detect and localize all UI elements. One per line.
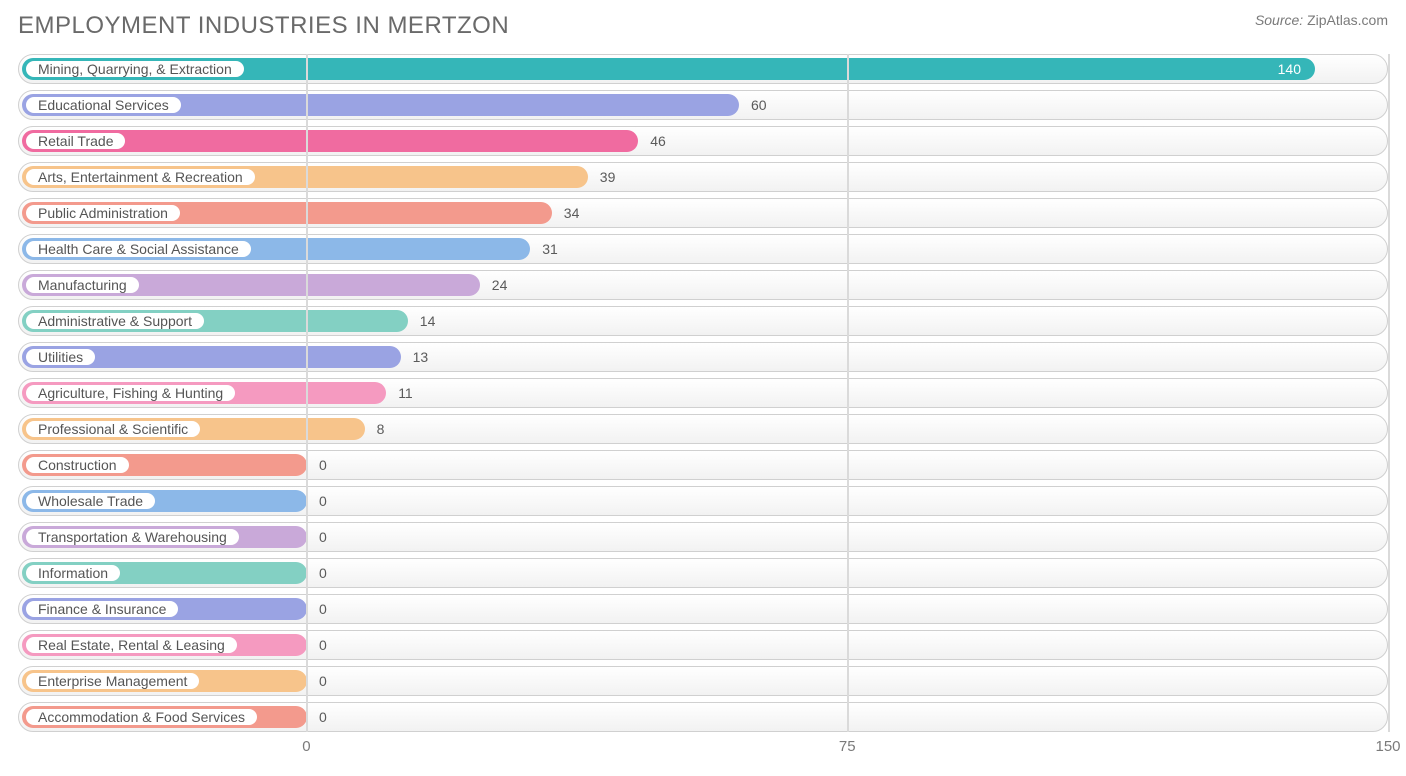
- gridline: [306, 54, 308, 732]
- chart-header: EMPLOYMENT INDUSTRIES IN MERTZON Source:…: [18, 12, 1388, 40]
- bar-track: Retail Trade 46: [18, 126, 1388, 156]
- bar-category-pill: Manufacturing: [26, 277, 139, 293]
- bar-value-label: 0: [319, 565, 327, 581]
- bar-value-label: 14: [420, 313, 436, 329]
- bar-category-pill: Transportation & Warehousing: [26, 529, 239, 545]
- bar-track: Enterprise Management 0: [18, 666, 1388, 696]
- bar-track: Manufacturing 24: [18, 270, 1388, 300]
- bar-track: Accommodation & Food Services 0: [18, 702, 1388, 732]
- bar-track: Wholesale Trade 0: [18, 486, 1388, 516]
- bar-category-pill: Administrative & Support: [26, 313, 204, 329]
- bar-value-label: 0: [319, 709, 327, 725]
- bar-value-label: 0: [319, 673, 327, 689]
- bar-category-pill: Agriculture, Fishing & Hunting: [26, 385, 235, 401]
- bar-track: Professional & Scientific 8: [18, 414, 1388, 444]
- bar-value-label: 0: [319, 601, 327, 617]
- bar-category-pill: Wholesale Trade: [26, 493, 155, 509]
- gridline: [847, 54, 849, 732]
- x-tick: 0: [302, 738, 310, 755]
- bar-track: Finance & Insurance 0: [18, 594, 1388, 624]
- x-tick: 150: [1375, 738, 1400, 755]
- bar-value-label: 39: [600, 169, 616, 185]
- bar-track: Administrative & Support 14: [18, 306, 1388, 336]
- bar-value-label: 8: [377, 421, 385, 437]
- bar-category-pill: Educational Services: [26, 97, 181, 113]
- bar-value-label: 11: [398, 385, 413, 401]
- bar-value-label: 140: [1278, 61, 1301, 77]
- chart-source: Source: ZipAtlas.com: [1255, 12, 1388, 28]
- bar-category-pill: Health Care & Social Assistance: [26, 241, 251, 257]
- chart-bars: Mining, Quarrying, & Extraction140Educat…: [18, 54, 1388, 732]
- bar-value-label: 0: [319, 457, 327, 473]
- bar-category-pill: Information: [26, 565, 120, 581]
- bar-category-pill: Utilities: [26, 349, 95, 365]
- bar-category-pill: Arts, Entertainment & Recreation: [26, 169, 255, 185]
- bar-value-label: 24: [492, 277, 508, 293]
- bar-category-pill: Enterprise Management: [26, 673, 199, 689]
- bar-category-pill: Mining, Quarrying, & Extraction: [26, 61, 244, 77]
- bar-track: Mining, Quarrying, & Extraction 140: [18, 54, 1388, 84]
- bar-category-pill: Retail Trade: [26, 133, 125, 149]
- bar-value-label: 60: [751, 97, 767, 113]
- source-name: ZipAtlas.com: [1307, 12, 1388, 28]
- bar-track: Real Estate, Rental & Leasing 0: [18, 630, 1388, 660]
- bar-value-label: 0: [319, 493, 327, 509]
- chart: Mining, Quarrying, & Extraction140Educat…: [18, 54, 1388, 760]
- bar-value-label: 31: [542, 241, 558, 257]
- bar-value-label: 13: [413, 349, 429, 365]
- x-axis: 075150: [18, 736, 1388, 760]
- x-tick: 75: [839, 738, 856, 755]
- bar-track: Public Administration 34: [18, 198, 1388, 228]
- bar-category-pill: Professional & Scientific: [26, 421, 200, 437]
- bar-track: Educational Services 60: [18, 90, 1388, 120]
- bar-track: Arts, Entertainment & Recreation 39: [18, 162, 1388, 192]
- chart-title: EMPLOYMENT INDUSTRIES IN MERTZON: [18, 12, 509, 40]
- bar-value-label: 0: [319, 637, 327, 653]
- bar-value-label: 0: [319, 529, 327, 545]
- bar-track: Health Care & Social Assistance 31: [18, 234, 1388, 264]
- bar-category-pill: Accommodation & Food Services: [26, 709, 257, 725]
- bar-track: Construction 0: [18, 450, 1388, 480]
- bar-track: Transportation & Warehousing 0: [18, 522, 1388, 552]
- bar-category-pill: Finance & Insurance: [26, 601, 178, 617]
- source-label: Source:: [1255, 12, 1303, 28]
- gridline: [1388, 54, 1390, 732]
- bar-value-label: 46: [650, 133, 666, 149]
- bar-track: Agriculture, Fishing & Hunting 11: [18, 378, 1388, 408]
- bar-value-label: 34: [564, 205, 580, 221]
- bar-track: Information 0: [18, 558, 1388, 588]
- bar-track: Utilities 13: [18, 342, 1388, 372]
- bar-category-pill: Construction: [26, 457, 129, 473]
- bar-category-pill: Real Estate, Rental & Leasing: [26, 637, 237, 653]
- bar-category-pill: Public Administration: [26, 205, 180, 221]
- chart-plot: Mining, Quarrying, & Extraction140Educat…: [18, 54, 1388, 732]
